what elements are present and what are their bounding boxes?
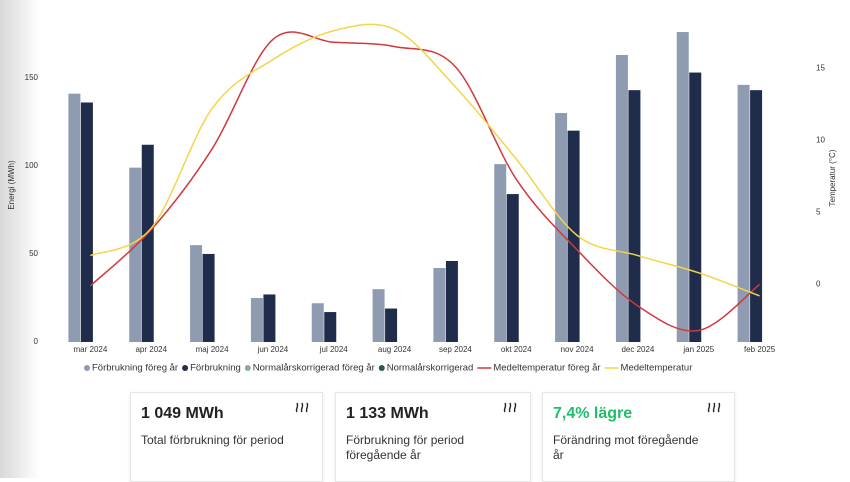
bar: [324, 312, 337, 342]
y2-axis-label: Temperatur (°C): [828, 149, 837, 206]
x-tick-label: jan 2025: [682, 345, 714, 354]
legend-label: Normalårskorrigerad föreg år: [253, 363, 375, 374]
x-tick-label: okt 2024: [501, 345, 532, 354]
bar: [615, 54, 628, 342]
heat-icon: [295, 402, 309, 413]
card: 1 133 MWh Förbrukning för period föregåe…: [335, 392, 531, 482]
bar: [129, 167, 142, 342]
card-label: Total förbrukning för period: [141, 433, 284, 447]
y-tick-label: 50: [29, 249, 38, 258]
bar: [689, 72, 702, 343]
bar: [141, 144, 154, 342]
bar: [311, 303, 324, 342]
bar: [263, 294, 276, 342]
heat-icon: [707, 402, 721, 413]
bar: [628, 90, 641, 343]
card: 1 049 MWh Total förbrukning för period: [130, 392, 323, 482]
x-tick-label: jul 2024: [319, 345, 349, 354]
bar: [750, 90, 763, 343]
bar: [676, 32, 689, 343]
y-tick-label: 150: [25, 73, 39, 82]
bar: [80, 102, 93, 342]
y2-tick-label: 15: [816, 63, 825, 72]
y-tick-label: 100: [25, 161, 39, 170]
legend-label: Förbrukning föreg år: [92, 363, 178, 374]
legend-swatch: [84, 365, 90, 371]
x-tick-label: aug 2024: [378, 345, 412, 354]
bar: [567, 130, 580, 342]
heat-icon: [503, 402, 517, 413]
y2-tick-label: 5: [816, 207, 821, 216]
bar: [250, 297, 263, 342]
card-label: Förändring mot föregående år: [553, 433, 699, 462]
legend-swatch: [378, 365, 385, 371]
bar: [68, 93, 81, 342]
shadow: [0, 0, 40, 478]
line: [89, 31, 761, 332]
bar: [494, 164, 507, 342]
legend-label: Normalårskorrigerad: [387, 363, 474, 374]
bar: [385, 308, 398, 342]
bar: [190, 245, 203, 342]
card-value: 1 049 MWh: [141, 405, 224, 422]
legend-swatch: [182, 365, 189, 371]
line: [90, 23, 760, 297]
x-tick-label: apr 2024: [135, 345, 167, 354]
y-tick-label: 0: [34, 337, 39, 346]
bar: [737, 84, 750, 342]
bar: [445, 260, 458, 342]
y2-tick-label: 0: [816, 279, 821, 288]
card-label: Förbrukning för period föregående år: [346, 433, 465, 462]
card: 7,4% lägre Förändring mot föregående år: [542, 392, 735, 482]
bar: [202, 253, 215, 342]
y-axis-label: Energi (MWh): [7, 160, 16, 210]
x-tick-label: nov 2024: [561, 345, 594, 354]
bar: [555, 113, 568, 342]
bar: [372, 289, 385, 342]
bar: [506, 194, 519, 342]
x-tick-label: sep 2024: [439, 345, 472, 354]
bar: [433, 268, 446, 342]
x-tick-label: jun 2024: [257, 345, 289, 354]
legend-label: Medeltemperatur föreg år: [493, 363, 600, 374]
x-tick-label: maj 2024: [196, 345, 229, 354]
card-value: 7,4% lägre: [553, 405, 633, 422]
y2-tick-label: 10: [816, 135, 825, 144]
x-tick-label: mar 2024: [74, 345, 108, 354]
chart: Energi (MWh) Temperatur (°C) 0 50 100 150 0 5…: [7, 23, 837, 374]
legend-label: Förbrukning: [190, 363, 241, 374]
card-value: 1 133 MWh: [346, 405, 429, 422]
legend-label: Medeltemperatur: [621, 363, 693, 374]
legend-swatch: [244, 365, 251, 371]
x-tick-label: dec 2024: [621, 345, 654, 354]
x-tick-label: feb 2025: [744, 345, 776, 354]
